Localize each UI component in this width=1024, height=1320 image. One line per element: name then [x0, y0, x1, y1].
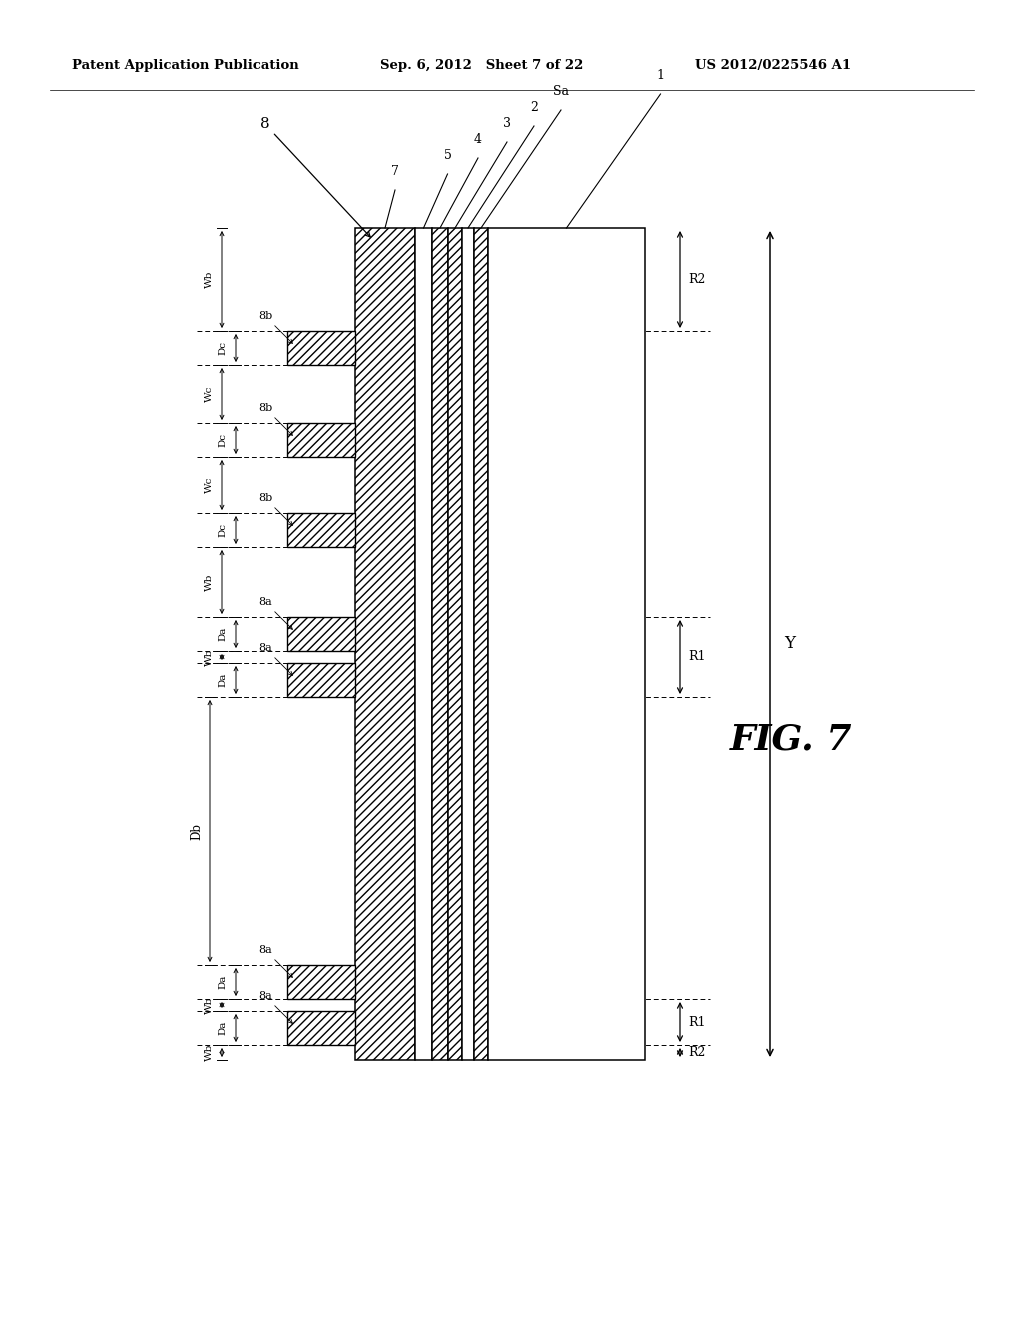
Text: 8a: 8a: [258, 643, 293, 676]
Text: Wc: Wc: [205, 385, 213, 403]
Text: 8a: 8a: [258, 597, 293, 630]
Text: Y: Y: [784, 635, 795, 652]
Bar: [287, 616, 355, 651]
Text: Da: Da: [218, 627, 227, 642]
Text: Dc: Dc: [218, 341, 227, 355]
Text: R1: R1: [688, 1015, 706, 1028]
Bar: [462, 228, 474, 1060]
Text: 8a: 8a: [258, 945, 293, 977]
Text: 5: 5: [443, 149, 452, 162]
Text: 1: 1: [656, 69, 665, 82]
Text: 3: 3: [503, 117, 511, 129]
Text: Sa: Sa: [553, 84, 569, 98]
Text: R2: R2: [688, 1045, 706, 1059]
Text: R2: R2: [688, 273, 706, 286]
Text: Dc: Dc: [218, 433, 227, 447]
Bar: [474, 228, 488, 1060]
Text: 8b: 8b: [258, 312, 293, 343]
Bar: [287, 422, 355, 457]
Bar: [449, 228, 462, 1060]
Text: US 2012/0225546 A1: US 2012/0225546 A1: [695, 58, 851, 71]
Bar: [287, 331, 355, 366]
Bar: [287, 513, 355, 546]
Text: Patent Application Publication: Patent Application Publication: [72, 58, 299, 71]
Bar: [488, 228, 645, 1060]
Text: FIG. 7: FIG. 7: [730, 723, 853, 756]
Text: Dc: Dc: [218, 523, 227, 537]
Text: Wb: Wb: [205, 1044, 213, 1061]
Bar: [432, 228, 449, 1060]
Text: Wb: Wb: [205, 271, 213, 288]
Text: 2: 2: [530, 102, 538, 114]
Text: 4: 4: [474, 133, 482, 147]
Bar: [287, 965, 355, 999]
Bar: [355, 228, 415, 1060]
Bar: [287, 1011, 355, 1045]
Text: Wb: Wb: [205, 648, 213, 665]
Text: Wb: Wb: [205, 997, 213, 1014]
Text: Db: Db: [190, 822, 204, 840]
Text: R1: R1: [688, 651, 706, 664]
Text: Da: Da: [218, 974, 227, 989]
Text: 8b: 8b: [258, 492, 293, 525]
Text: Da: Da: [218, 673, 227, 688]
Text: Sep. 6, 2012   Sheet 7 of 22: Sep. 6, 2012 Sheet 7 of 22: [380, 58, 584, 71]
Text: Wb: Wb: [205, 573, 213, 590]
Text: Wc: Wc: [205, 477, 213, 494]
Bar: [287, 663, 355, 697]
Text: Da: Da: [218, 1020, 227, 1035]
Text: 8b: 8b: [258, 403, 293, 436]
Text: 8a: 8a: [258, 991, 293, 1023]
Bar: [415, 228, 432, 1060]
Text: 7: 7: [391, 165, 399, 178]
Text: 8: 8: [260, 117, 370, 238]
